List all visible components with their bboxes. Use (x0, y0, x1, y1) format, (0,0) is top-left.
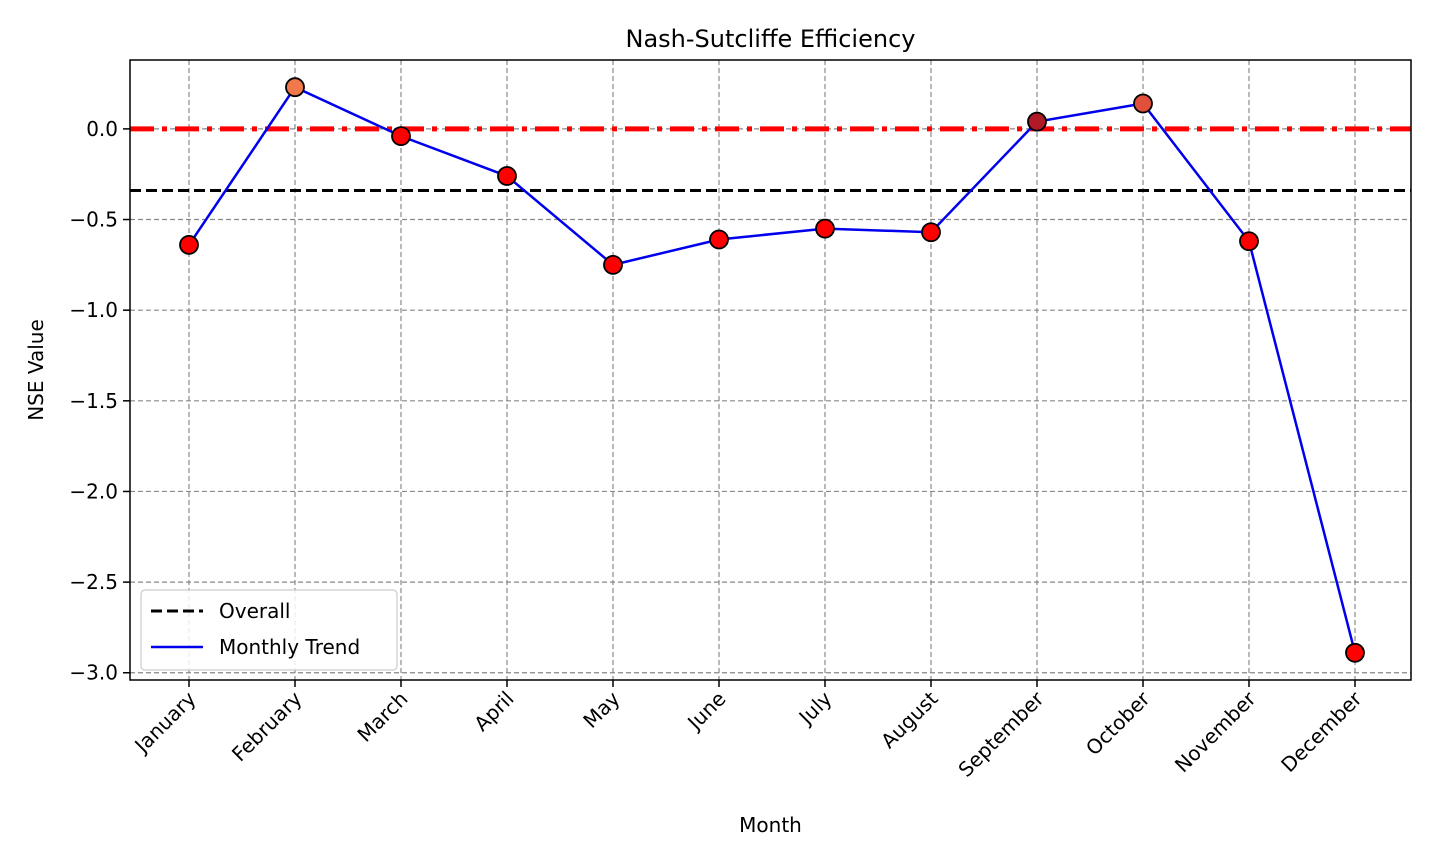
data-point (921, 222, 941, 243)
y-tick-label: −2.0 (69, 479, 118, 503)
legend-label: Overall (219, 599, 290, 623)
y-tick-label: −1.0 (69, 298, 118, 322)
data-point (497, 166, 517, 186)
x-axis-label: Month (739, 813, 802, 837)
data-point (815, 218, 835, 239)
data-point (179, 235, 199, 255)
reference-lines (130, 126, 1411, 193)
y-tick-label: −1.5 (69, 389, 118, 413)
data-point (709, 229, 729, 250)
chart-title: Nash-Sutcliffe Efficiency (626, 25, 916, 53)
y-tick-label: 0.0 (86, 117, 118, 141)
legend-box (140, 589, 398, 671)
data-point (391, 126, 411, 147)
data-point (1239, 231, 1259, 252)
y-axis-label: NSE Value (24, 319, 48, 421)
series-line (187, 85, 1357, 654)
data-point (603, 254, 623, 275)
data-point (1133, 93, 1153, 114)
grid (130, 60, 1411, 680)
series (179, 77, 1365, 663)
data-point (1027, 111, 1047, 132)
legend: Overall Monthly Trend (140, 589, 398, 671)
y-tick-label: −3.0 (69, 661, 118, 685)
data-point (285, 77, 305, 98)
data-point (1345, 642, 1365, 663)
y-tick-label: −0.5 (69, 208, 118, 232)
y-tick-label: −2.5 (69, 570, 118, 594)
plot-frame (129, 59, 1412, 681)
legend-label: Monthly Trend (219, 635, 360, 659)
